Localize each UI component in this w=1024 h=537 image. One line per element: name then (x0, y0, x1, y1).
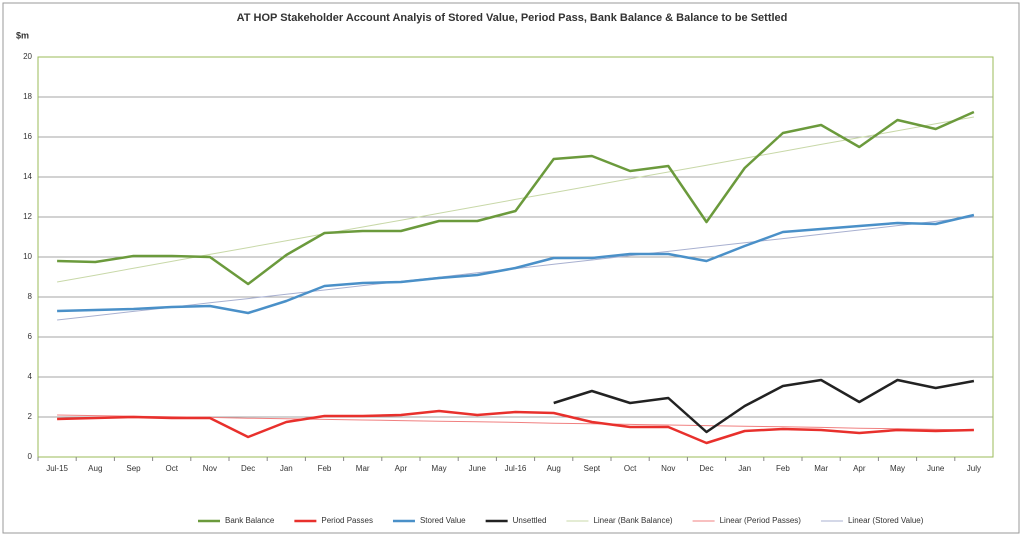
x-tick-label: Dec (241, 464, 255, 473)
y-tick-label: 10 (23, 252, 32, 261)
x-tick-label: Mar (356, 464, 370, 473)
y-tick-label: 12 (23, 212, 32, 221)
x-tick-label: July (967, 464, 981, 473)
y-tick-label: 14 (23, 172, 32, 181)
legend-label: Unsettled (513, 516, 547, 525)
series-line (57, 116, 974, 283)
x-tick-label: Oct (624, 464, 637, 473)
x-tick-label: Aug (547, 464, 561, 473)
x-tick-label: Dec (699, 464, 713, 473)
x-tick-label: June (469, 464, 487, 473)
legend-label: Linear (Stored Value) (848, 516, 924, 525)
legend-label: Linear (Bank Balance) (593, 516, 672, 525)
series-line (57, 409, 974, 445)
x-tick-label: May (432, 464, 447, 473)
x-tick-label: Feb (776, 464, 790, 473)
x-tick-label: Mar (814, 464, 828, 473)
series-line (57, 110, 975, 286)
x-tick-label: Jul-16 (505, 464, 527, 473)
series-line (553, 378, 975, 434)
x-tick-label: Jul-15 (46, 464, 68, 473)
legend-label: Stored Value (420, 516, 466, 525)
x-tick-label: Apr (853, 464, 866, 473)
y-tick-label: 6 (28, 332, 33, 341)
x-tick-label: Feb (318, 464, 332, 473)
x-tick-label: Jan (738, 464, 751, 473)
series-line (57, 213, 975, 315)
legend-label: Period Passes (321, 516, 373, 525)
x-tick-label: Oct (165, 464, 178, 473)
x-tick-label: May (890, 464, 905, 473)
x-tick-label: Jan (280, 464, 293, 473)
y-tick-label: 2 (28, 412, 33, 421)
y-tick-label: 20 (23, 52, 32, 61)
y-tick-label: 0 (28, 452, 33, 461)
x-tick-label: Sept (584, 464, 601, 473)
y-axis-label: $m (16, 30, 29, 40)
legend-label: Linear (Period Passes) (720, 516, 802, 525)
plot-border (37, 56, 994, 458)
x-tick-label: Nov (661, 464, 675, 473)
x-tick-label: Sep (126, 464, 141, 473)
legend-label: Bank Balance (225, 516, 275, 525)
x-tick-label: Nov (203, 464, 217, 473)
x-tick-label: Aug (88, 464, 102, 473)
chart-title: AT HOP Stakeholder Account Analyis of St… (237, 12, 788, 24)
y-tick-label: 4 (28, 372, 33, 381)
y-tick-label: 8 (28, 292, 33, 301)
y-tick-label: 18 (23, 92, 32, 101)
x-tick-label: Apr (395, 464, 408, 473)
y-tick-label: 16 (23, 132, 32, 141)
x-tick-label: June (927, 464, 945, 473)
